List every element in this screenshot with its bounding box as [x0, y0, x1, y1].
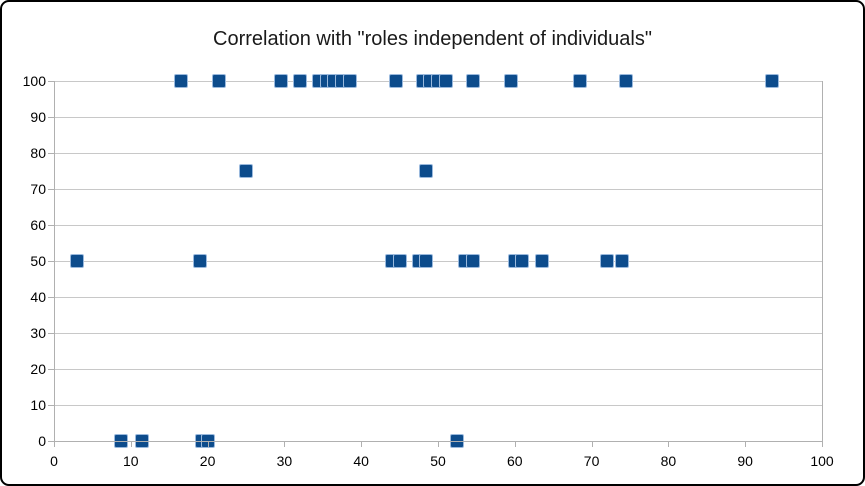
data-point	[419, 164, 434, 178]
y-tick	[48, 81, 54, 82]
data-point	[342, 74, 357, 88]
data-point	[503, 74, 518, 88]
y-tick	[48, 297, 54, 298]
x-tick	[745, 441, 747, 447]
data-point	[515, 254, 530, 268]
y-tick-label: 10	[30, 397, 46, 413]
data-point	[392, 254, 407, 268]
y-tick	[48, 225, 54, 226]
y-axis-line	[54, 81, 55, 447]
y-tick	[48, 153, 54, 154]
x-tick	[514, 441, 516, 447]
x-tick	[284, 441, 286, 447]
data-point	[273, 74, 288, 88]
x-tick	[130, 441, 132, 447]
x-tick-label: 80	[660, 453, 677, 469]
y-tick-label: 20	[30, 361, 46, 377]
data-point	[599, 254, 614, 268]
x-tick-label: 0	[50, 453, 58, 469]
y-tick-label: 80	[30, 145, 46, 161]
x-tick-label: 30	[276, 453, 293, 469]
x-tick	[668, 441, 670, 447]
y-gridline	[54, 189, 822, 190]
y-gridline	[54, 261, 822, 262]
plot-area	[54, 74, 822, 448]
y-tick-label: 100	[22, 73, 46, 89]
x-tick-label: 50	[430, 453, 446, 469]
x-tick	[361, 441, 363, 447]
plot-right-border	[822, 81, 823, 441]
y-tick-label: 70	[30, 181, 46, 197]
x-tick-label: 10	[123, 453, 139, 469]
y-gridline	[54, 153, 822, 154]
x-tick-label: 70	[583, 453, 600, 469]
y-tick-label: 90	[30, 109, 46, 125]
x-tick-label: 60	[507, 453, 523, 469]
y-tick	[48, 189, 54, 190]
data-point	[292, 74, 307, 88]
x-tick-label: 90	[737, 453, 753, 469]
y-tick	[48, 441, 54, 442]
x-tick-label: 20	[199, 453, 216, 469]
y-tick-label: 30	[30, 325, 46, 341]
y-gridline	[54, 117, 822, 118]
y-tick-label: 60	[30, 217, 46, 233]
y-gridline	[54, 297, 822, 298]
y-tick-label: 0	[38, 433, 46, 449]
data-point	[192, 254, 207, 268]
data-point	[438, 74, 453, 88]
x-tick	[438, 441, 439, 447]
y-tick-label: 40	[30, 289, 46, 305]
chart-title: Correlation with "roles independent of i…	[213, 28, 652, 50]
x-tick	[207, 441, 209, 447]
data-point	[239, 164, 253, 178]
x-tick	[822, 441, 823, 447]
data-point	[173, 74, 188, 88]
x-tick	[54, 441, 55, 447]
y-gridline	[54, 405, 822, 406]
y-tick	[48, 405, 54, 406]
y-gridline	[54, 333, 822, 334]
data-point	[573, 74, 588, 88]
data-point	[465, 74, 480, 88]
data-point	[70, 254, 85, 268]
data-point	[419, 254, 434, 268]
y-tick	[48, 261, 54, 262]
x-tick-label: 40	[353, 453, 369, 469]
y-tick	[48, 369, 54, 370]
data-point	[465, 254, 480, 268]
data-point	[388, 74, 403, 88]
y-gridline	[54, 225, 822, 226]
y-tick	[48, 333, 54, 334]
data-point	[765, 74, 780, 88]
x-tick	[591, 441, 593, 447]
y-gridline	[54, 369, 822, 370]
data-point	[619, 74, 634, 88]
data-point	[534, 254, 549, 268]
data-point	[615, 254, 630, 268]
y-tick-label: 50	[30, 253, 46, 269]
x-tick-label: 100	[810, 453, 834, 469]
y-tick	[48, 117, 54, 118]
data-point	[212, 74, 227, 88]
